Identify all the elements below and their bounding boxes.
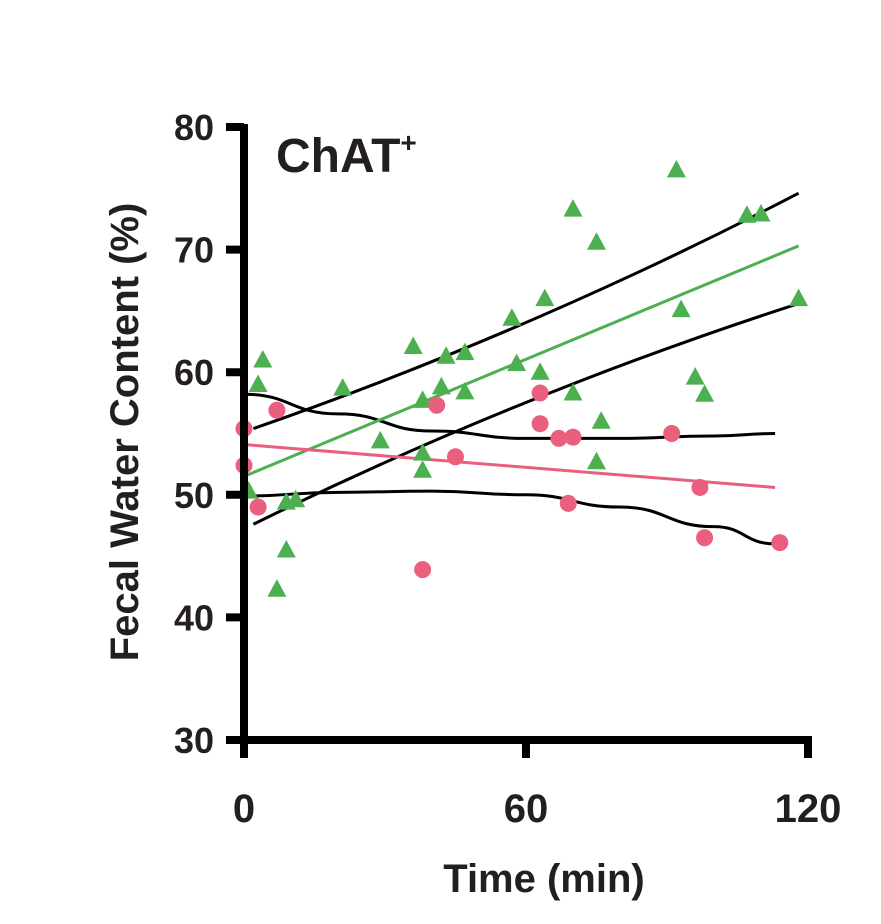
x-axis-title: Time (min) [443,857,645,901]
triangle-point [563,383,583,401]
triangle-point [737,205,757,223]
triangle-point [789,288,809,307]
y-tick-label: 60 [174,352,214,393]
y-axis-title: Fecal Water Content (%) [103,203,147,662]
circle-point [550,429,568,447]
y-tick-label: 50 [174,475,214,516]
y-tick-label: 40 [174,597,214,638]
x-tick-label: 0 [233,787,255,831]
y-tick-label: 70 [174,230,214,271]
circle-point [771,534,789,552]
triangle-point [431,376,451,395]
triangle-point [267,579,287,597]
y-tick-label: 80 [174,107,214,148]
triangle-point [413,443,433,461]
regression-line [243,443,776,489]
triangle-point [403,336,423,354]
triangle-point [455,381,475,400]
triangle-point [666,159,686,178]
circle-point [559,494,577,512]
confidence-band-line [252,302,800,526]
triangle-point [502,308,522,326]
circle-point [447,448,464,466]
x-tick-label: 120 [775,787,842,831]
circle-point [696,529,714,547]
chart-title: ChAT+ [276,127,417,183]
triangle-point [671,299,691,318]
y-tick-label: 30 [174,720,214,761]
chart-title-main: ChAT [276,130,400,183]
confidence-band-line [243,392,776,440]
triangle-point [276,539,296,558]
confidence-band-line [243,489,776,546]
x-tick-label: 60 [504,787,549,831]
circle-point [691,478,709,496]
y-ticks: 30 40 50 60 70 80 [174,107,244,761]
triangle-point [535,288,555,307]
triangle-point [695,384,715,402]
triangle-point [413,390,433,408]
triangle-point [253,349,273,368]
triangle-point [455,342,475,361]
axes [240,124,812,744]
circle-point [268,401,286,419]
triangle-point [286,489,306,508]
triangle-point [751,204,771,222]
circle-point [564,428,582,446]
chart-title-superscript: + [400,127,416,158]
triangle-point [685,367,705,385]
fit-lines [243,244,800,489]
triangle-point [333,378,353,396]
triangle-point [563,199,583,217]
circle-point [663,425,681,442]
triangle-point [530,362,550,380]
circle-point [428,396,446,414]
circle-point [249,498,267,516]
circle-point [531,384,549,402]
triangle-point [587,451,606,470]
circle-point [531,415,549,433]
triangle-point [436,346,456,364]
triangle-point [507,353,527,372]
confidence-band-line [252,191,800,431]
data-points [235,159,809,597]
confidence-bands [243,191,800,546]
x-ticks: 0 60 120 [233,740,842,831]
triangle-point [591,411,611,429]
triangle-point [370,430,390,449]
triangle-point [587,232,606,250]
circle-point [414,561,432,579]
triangle-point [413,460,433,478]
regression-line [243,244,800,478]
triangle-point [248,374,268,392]
